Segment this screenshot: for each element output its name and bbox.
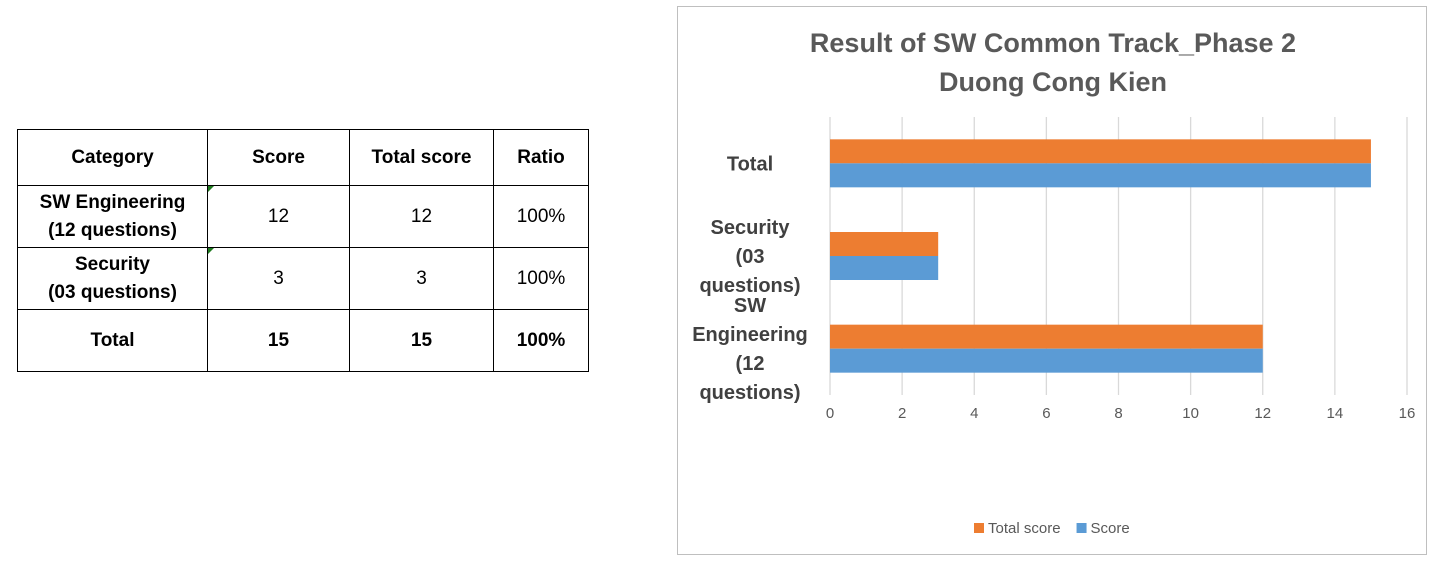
table-header-row: Category Score Total score Ratio	[17, 129, 589, 186]
total-score-cell: 3	[349, 247, 494, 310]
header-ratio: Ratio	[493, 129, 589, 186]
x-tick-label: 10	[1182, 405, 1199, 422]
category-question-count: (03 questions)	[48, 281, 177, 303]
total-label-cell: Total	[17, 309, 208, 372]
category-label: Security (03 questions)	[699, 217, 800, 297]
category-label: Total	[727, 153, 773, 175]
score-table: Category Score Total score Ratio SW Engi…	[17, 129, 589, 372]
total-ratio-cell: 100%	[493, 309, 589, 372]
legend-label: Score	[1091, 520, 1130, 537]
x-axis-tick-labels: 0 2 4 6 8 10 12 14 16	[826, 405, 1416, 422]
category-name: SW Engineering	[39, 191, 186, 213]
bar-score	[830, 163, 1371, 188]
category-label-line: SW	[734, 295, 766, 317]
header-category: Category	[17, 129, 208, 186]
x-tick-label: 4	[970, 405, 978, 422]
header-score: Score	[207, 129, 350, 186]
category-name: Security	[75, 253, 150, 275]
chart-title-line2: Duong Cong Kien	[939, 67, 1167, 97]
x-tick-label: 0	[826, 405, 834, 422]
ratio-cell: 100%	[493, 247, 589, 310]
error-indicator-icon	[208, 186, 214, 192]
bar-score	[830, 256, 939, 280]
table-total-row: Total 15 15 100%	[17, 309, 589, 372]
category-label: SW Engineering (12 questions)	[692, 295, 808, 404]
chart-title-line1: Result of SW Common Track_Phase 2	[810, 28, 1296, 58]
error-indicator-icon	[208, 248, 214, 254]
score-value: 3	[273, 267, 284, 289]
bar-total-score	[830, 324, 1263, 349]
total-max-sum-cell: 15	[349, 309, 494, 372]
bar-total-score	[830, 232, 939, 256]
x-tick-label: 6	[1042, 405, 1050, 422]
category-question-count: (12 questions)	[48, 219, 177, 241]
table-row: Security (03 questions) 3 3 100%	[17, 247, 589, 310]
x-tick-label: 16	[1399, 405, 1416, 422]
bar-chart: Result of SW Common Track_Phase 2 Duong …	[692, 28, 1416, 537]
chart-frame: Result of SW Common Track_Phase 2 Duong …	[677, 6, 1427, 555]
bars	[830, 139, 1371, 373]
category-label-line: Security	[711, 217, 791, 239]
legend-swatch	[1076, 523, 1087, 533]
total-score-cell: 12	[349, 185, 494, 248]
category-label-line: questions)	[699, 382, 800, 404]
legend-swatch	[974, 523, 984, 533]
x-tick-label: 2	[898, 405, 906, 422]
table-row: SW Engineering (12 questions) 12 12 100%	[17, 185, 589, 248]
score-cell: 12	[207, 185, 350, 248]
legend: Total score Score	[974, 520, 1130, 537]
x-tick-label: 8	[1114, 405, 1122, 422]
category-label-line: (03	[736, 246, 765, 268]
score-cell: 3	[207, 247, 350, 310]
bar-total-score	[830, 139, 1371, 164]
legend-label: Total score	[988, 520, 1061, 537]
category-label-line: Total	[727, 153, 773, 175]
category-label-line: questions)	[699, 275, 800, 297]
category-cell: SW Engineering (12 questions)	[17, 185, 208, 248]
ratio-cell: 100%	[493, 185, 589, 248]
category-label-line: (12	[736, 353, 765, 375]
x-tick-label: 14	[1327, 405, 1344, 422]
total-score-sum-cell: 15	[207, 309, 350, 372]
bar-score	[830, 348, 1263, 373]
score-value: 12	[267, 205, 290, 227]
header-total-score: Total score	[349, 129, 494, 186]
category-labels: SW Engineering (12 questions) Security (03 que…	[692, 153, 808, 404]
category-cell: Security (03 questions)	[17, 247, 208, 310]
category-label-line: Engineering	[692, 324, 808, 346]
x-tick-label: 12	[1254, 405, 1271, 422]
